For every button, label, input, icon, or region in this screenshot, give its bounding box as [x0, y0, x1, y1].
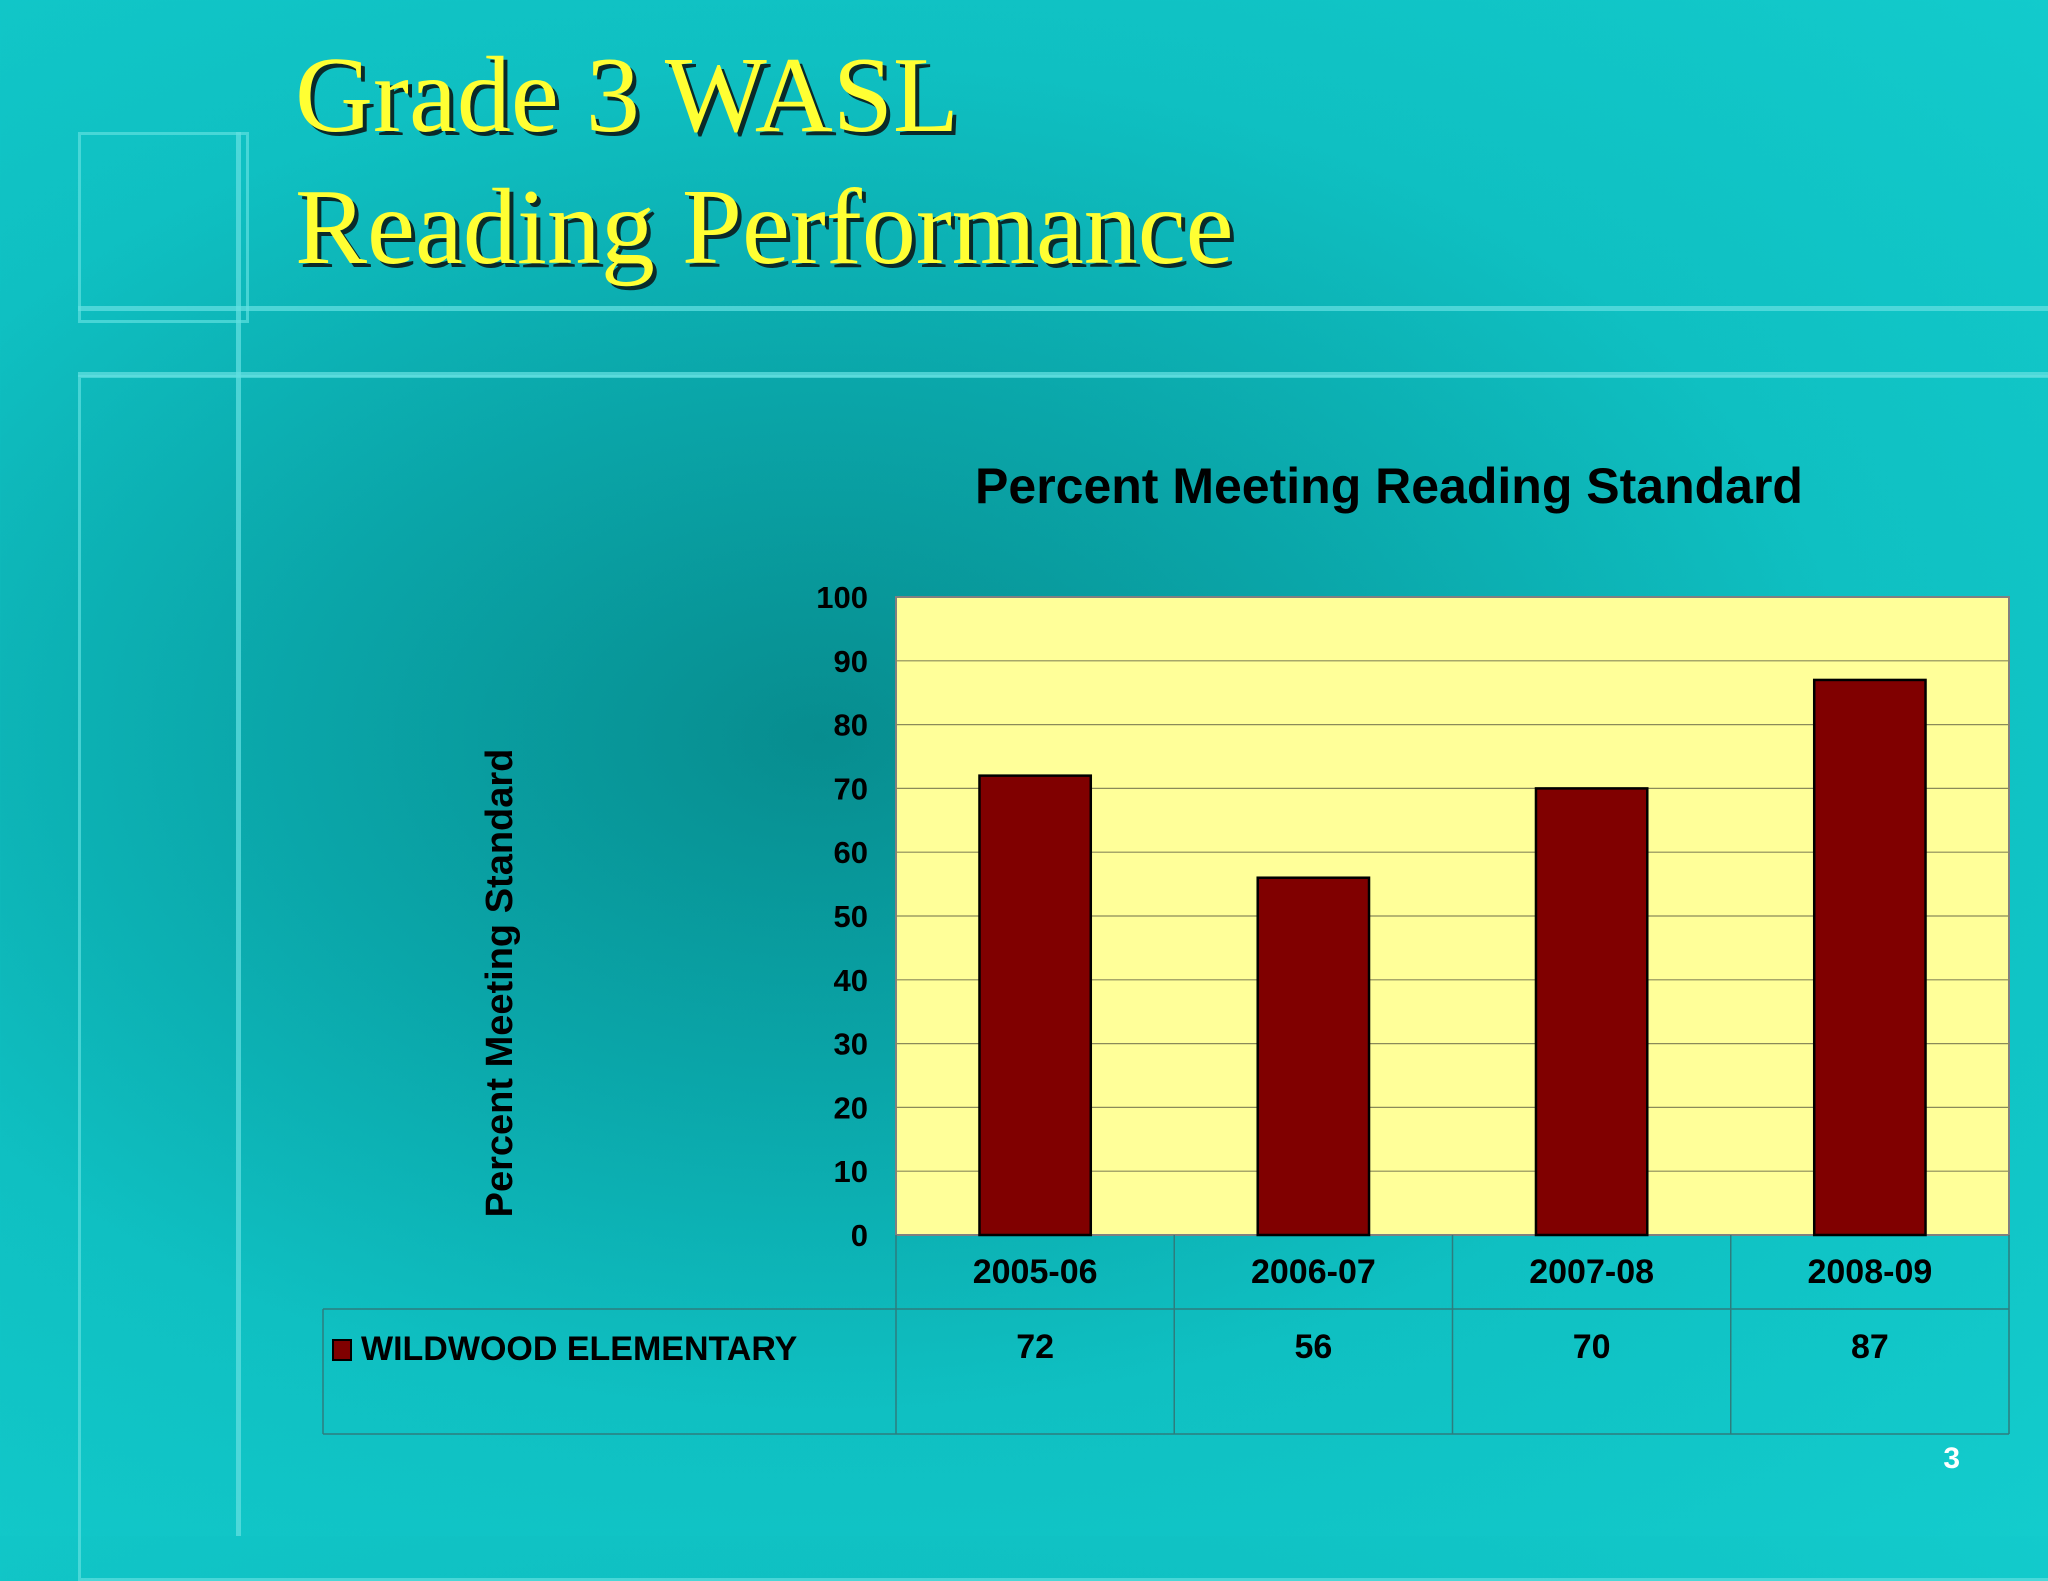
x-tick-label: 2007-08 [1529, 1253, 1654, 1291]
chart-title: Percent Meeting Reading Standard [975, 458, 1803, 514]
y-tick-label: 80 [834, 708, 868, 743]
page-number: 3 [1943, 1442, 1960, 1475]
data-label: 72 [1016, 1328, 1054, 1366]
y-tick-label: 60 [834, 835, 868, 870]
bar-2006-07 [1256, 876, 1371, 1237]
data-table: 2005-06 72 2006-07 56 2007-08 70 2008-09 87 WILD… [322, 1235, 2010, 1435]
bars [978, 678, 1927, 1237]
data-label: 87 [1851, 1328, 1889, 1366]
bar-2005-06 [978, 774, 1093, 1237]
slide-title: Grade 3 WASL Reading Performance [295, 30, 1234, 294]
data-label: 70 [1573, 1328, 1611, 1366]
x-tick-label: 2005-06 [973, 1253, 1098, 1291]
y-tick-label: 40 [834, 963, 868, 998]
data-label: 56 [1294, 1328, 1332, 1366]
slide-title-line-1: Grade 3 WASL [295, 36, 959, 155]
y-tick-label: 70 [834, 771, 868, 806]
slide-title-line-2: Reading Performance [295, 168, 1234, 287]
y-tick-label: 90 [834, 644, 868, 679]
bar-2008-09 [1812, 678, 1927, 1237]
y-tick-label: 30 [834, 1027, 868, 1062]
y-tick-label: 10 [834, 1154, 868, 1189]
y-axis-label: Percent Meeting Standard [479, 749, 521, 1218]
y-tick-label: 100 [816, 580, 868, 615]
bar-chart: Percent Meeting Reading Standard Percent… [322, 458, 2010, 1435]
decor-line-vertical [236, 132, 241, 1536]
bar-2007-08 [1534, 787, 1649, 1237]
decor-line-horizontal-1 [78, 306, 2048, 311]
legend-swatch [332, 1339, 352, 1361]
x-tick-label: 2006-07 [1251, 1253, 1376, 1291]
y-tick-label: 50 [834, 899, 868, 934]
x-tick-label: 2008-09 [1807, 1253, 1932, 1291]
y-axis-ticks: 0 10 20 30 40 50 60 70 80 90 100 [816, 580, 868, 1253]
y-tick-label: 20 [834, 1090, 868, 1125]
y-tick-label: 0 [851, 1218, 868, 1253]
decor-frame-top [78, 132, 249, 323]
legend-series-name: WILDWOOD ELEMENTARY [361, 1330, 798, 1368]
decor-line-horizontal-2 [78, 372, 2048, 377]
